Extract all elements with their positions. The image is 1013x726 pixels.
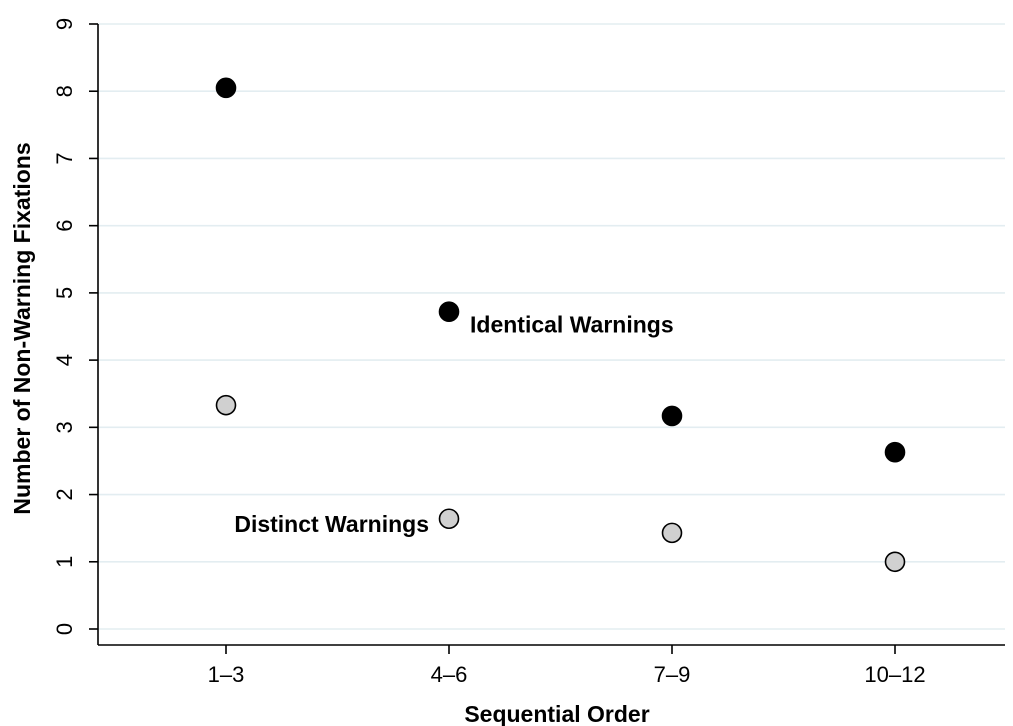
point-distinct-3 <box>884 551 906 573</box>
y-tick-label-3: 3 <box>52 421 77 433</box>
gridlines <box>98 23 1005 630</box>
y-tick-label-4: 4 <box>52 354 77 366</box>
y-tick-label-2: 2 <box>52 488 77 500</box>
x-axis-title: Sequential Order <box>464 701 649 726</box>
series-annotations: Identical Warnings Distinct Warnings <box>234 312 673 537</box>
y-tick-label-0: 0 <box>52 623 77 635</box>
point-identical-2 <box>661 405 683 427</box>
point-identical-1 <box>438 301 460 323</box>
point-identical-0 <box>215 77 237 99</box>
axes: 0 1 2 3 4 5 6 7 8 9 1–3 4–6 7–9 10–12 <box>52 18 1005 687</box>
point-distinct-2 <box>661 522 683 544</box>
y-tick-label-6: 6 <box>52 220 77 232</box>
y-tick-label-9: 9 <box>52 18 77 30</box>
x-tick-label-2: 7–9 <box>654 662 691 687</box>
point-distinct-1 <box>438 508 460 530</box>
y-tick-label-5: 5 <box>52 287 77 299</box>
point-identical-3 <box>884 441 906 463</box>
y-tick-label-1: 1 <box>52 556 77 568</box>
y-tick-label-8: 8 <box>52 85 77 97</box>
annotation-identical-warnings: Identical Warnings <box>470 312 674 338</box>
data-points <box>215 77 906 573</box>
x-tick-label-0: 1–3 <box>208 662 245 687</box>
y-tick-label-7: 7 <box>52 152 77 164</box>
y-axis-title: Number of Non-Warning Fixations <box>9 142 35 514</box>
point-distinct-0 <box>215 394 237 416</box>
x-tick-label-3: 10–12 <box>864 662 925 687</box>
annotation-distinct-warnings: Distinct Warnings <box>234 511 429 537</box>
x-tick-label-1: 4–6 <box>431 662 468 687</box>
